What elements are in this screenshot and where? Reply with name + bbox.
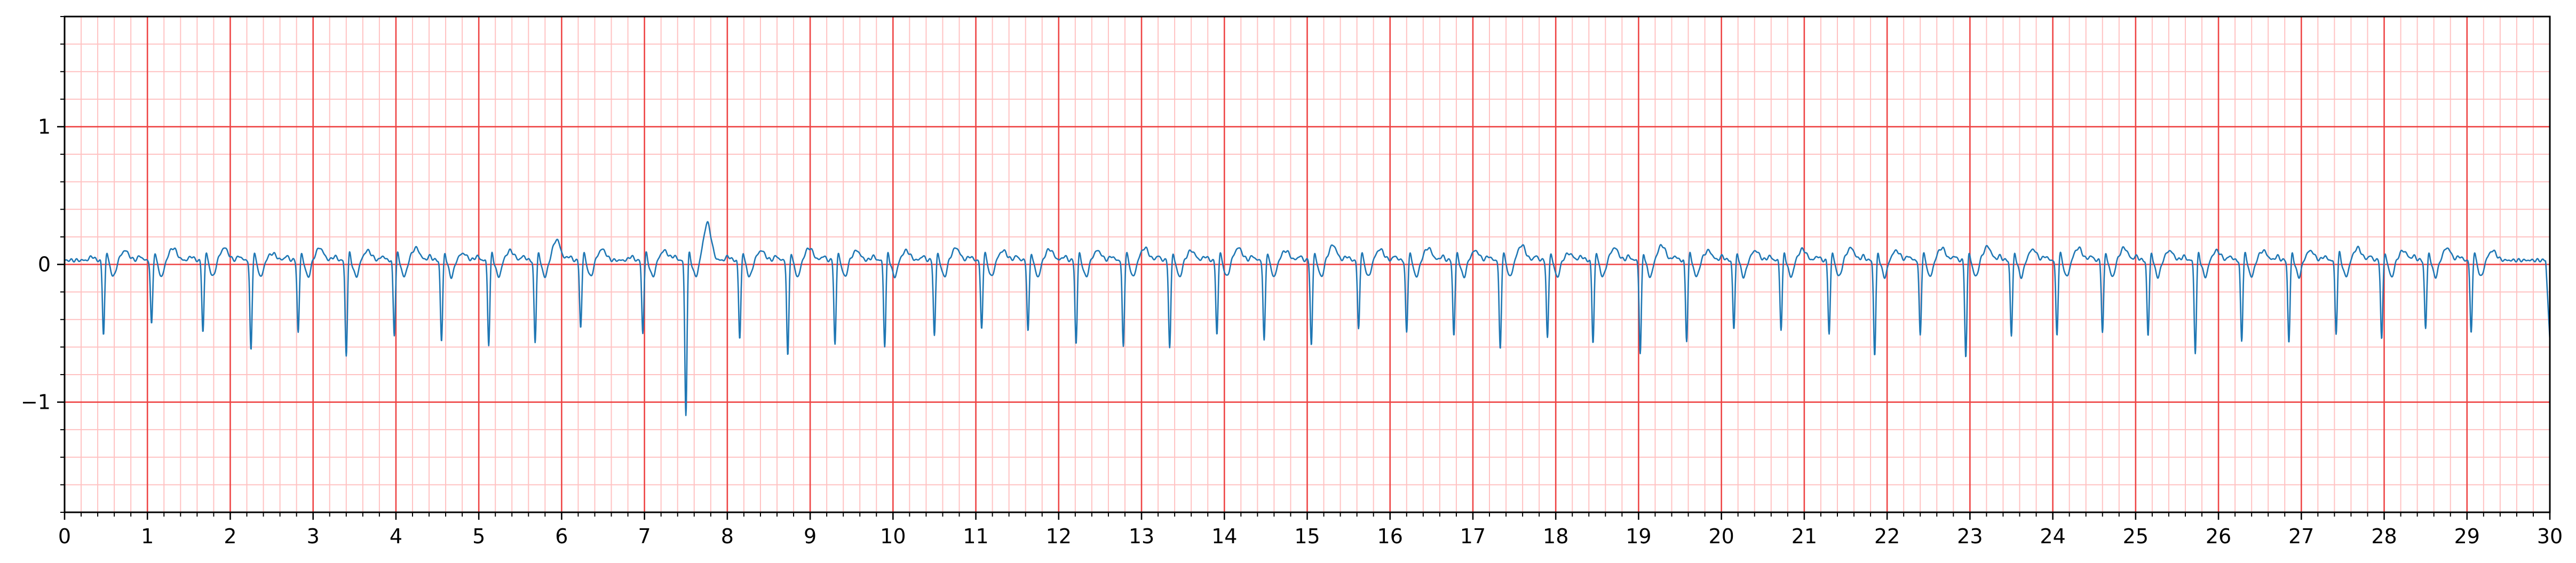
x-tick-label: 4 <box>390 525 402 548</box>
x-tick-label: 15 <box>1294 525 1320 548</box>
x-tick-label: 6 <box>555 525 568 548</box>
y-axis-ticks: −1 0 1 <box>21 16 65 513</box>
x-tick-label: 9 <box>804 525 817 548</box>
x-tick-label: 27 <box>2288 525 2314 548</box>
x-tick-label: 24 <box>2040 525 2065 548</box>
x-tick-label: 30 <box>2537 525 2563 548</box>
x-tick-label: 14 <box>1211 525 1237 548</box>
y-tick-label: 1 <box>38 115 51 138</box>
plot-area: 0 1 2 3 4 5 6 7 8 9 10 11 12 13 14 15 16 17 18 19 20 21 22 23 24… <box>21 15 2563 548</box>
y-tick-label: −1 <box>21 391 51 414</box>
x-tick-label: 16 <box>1377 525 1403 548</box>
x-tick-label: 25 <box>2123 525 2149 548</box>
x-tick-label: 26 <box>2206 525 2231 548</box>
y-tick-label: 0 <box>38 253 51 276</box>
x-tick-label: 12 <box>1046 525 1072 548</box>
x-tick-label: 7 <box>638 525 651 548</box>
x-tick-label: 11 <box>963 525 988 548</box>
x-tick-label: 0 <box>58 525 71 548</box>
x-tick-label: 2 <box>224 525 236 548</box>
x-tick-label: 19 <box>1626 525 1651 548</box>
x-tick-label: 1 <box>141 525 154 548</box>
x-tick-label: 23 <box>1957 525 1983 548</box>
x-tick-label: 5 <box>472 525 485 548</box>
x-tick-label: 8 <box>721 525 734 548</box>
x-tick-label: 20 <box>1708 525 1734 548</box>
x-tick-label: 18 <box>1543 525 1568 548</box>
x-tick-label: 17 <box>1460 525 1486 548</box>
x-axis-ticks: 0 1 2 3 4 5 6 7 8 9 10 11 12 13 14 15 16 17 18 19 20 21 22 23 24… <box>58 512 2563 548</box>
x-tick-label: 3 <box>307 525 320 548</box>
x-tick-label: 10 <box>880 525 906 548</box>
x-tick-label: 22 <box>1874 525 1900 548</box>
x-tick-label: 28 <box>2371 525 2397 548</box>
x-tick-label: 21 <box>1792 525 1817 548</box>
x-tick-label: 29 <box>2454 525 2480 548</box>
ecg-trace-line <box>64 221 2551 416</box>
x-tick-label: 13 <box>1129 525 1154 548</box>
